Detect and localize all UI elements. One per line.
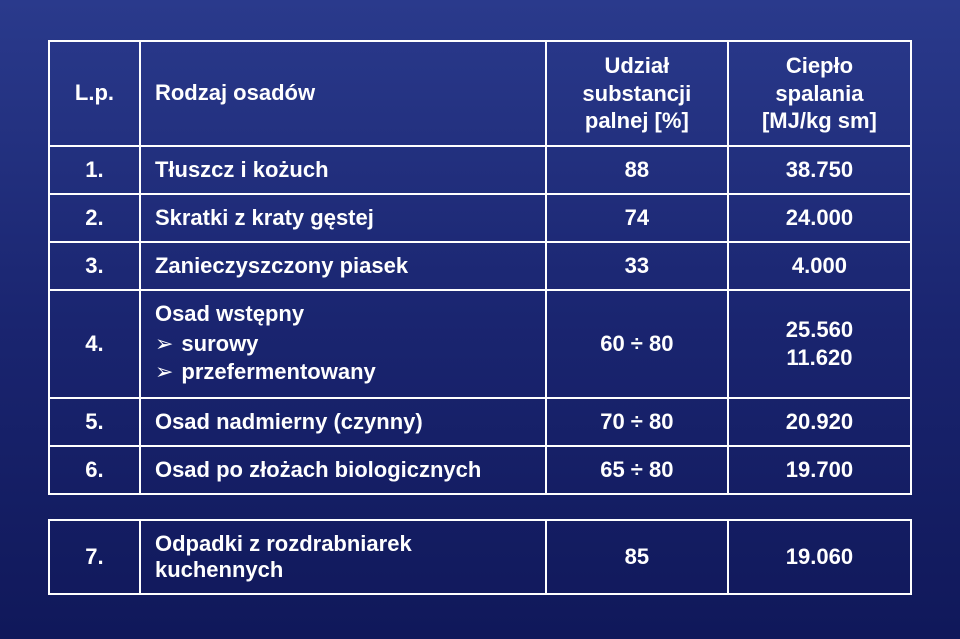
table-row: 7. Odpadki z rozdrabniarek kuchennych 85… <box>49 520 911 594</box>
slide-content: L.p. Rodzaj osadów Udział substancji pal… <box>0 0 960 595</box>
cell-cieplo: 4.000 <box>728 242 911 290</box>
cell-cieplo-2: 11.620 <box>786 345 852 370</box>
cell-cieplo: 20.920 <box>728 398 911 446</box>
cell-rodzaj: Tłuszcz i kożuch <box>140 146 546 194</box>
cell-udzial: 88 <box>546 146 728 194</box>
cell-rodzaj-main: Osad wstępny <box>155 301 304 326</box>
sublist-item: przefermentowany <box>155 359 531 385</box>
cell-lp: 5. <box>49 398 140 446</box>
col-header-udzial: Udział substancji palnej [%] <box>546 41 728 146</box>
table-row: 5. Osad nadmierny (czynny) 70 ÷ 80 20.92… <box>49 398 911 446</box>
cell-udzial: 70 ÷ 80 <box>546 398 728 446</box>
cell-lp: 7. <box>49 520 140 594</box>
cell-cieplo: 19.060 <box>728 520 911 594</box>
cell-udzial: 33 <box>546 242 728 290</box>
cell-rodzaj: Odpadki z rozdrabniarek kuchennych <box>140 520 546 594</box>
cell-udzial: 60 ÷ 80 <box>546 290 728 398</box>
table-header-row: L.p. Rodzaj osadów Udział substancji pal… <box>49 41 911 146</box>
table-row: 2. Skratki z kraty gęstej 74 24.000 <box>49 194 911 242</box>
col-header-lp: L.p. <box>49 41 140 146</box>
cell-lp: 2. <box>49 194 140 242</box>
cell-rodzaj: Skratki z kraty gęstej <box>140 194 546 242</box>
table-row: 6. Osad po złożach biologicznych 65 ÷ 80… <box>49 446 911 494</box>
data-table: L.p. Rodzaj osadów Udział substancji pal… <box>48 40 912 595</box>
cell-rodzaj: Osad po złożach biologicznych <box>140 446 546 494</box>
table-row: 1. Tłuszcz i kożuch 88 38.750 <box>49 146 911 194</box>
cell-lp: 1. <box>49 146 140 194</box>
sublist-item: surowy <box>155 331 531 357</box>
cell-cieplo: 24.000 <box>728 194 911 242</box>
cell-lp: 4. <box>49 290 140 398</box>
spacer-cell <box>49 494 911 520</box>
cell-cieplo: 25.560 11.620 <box>728 290 911 398</box>
cell-cieplo-1: 25.560 <box>786 317 853 342</box>
cell-rodzaj: Osad wstępny surowy przefermentowany <box>140 290 546 398</box>
cell-sublist: surowy przefermentowany <box>155 331 531 385</box>
col-header-rodzaj: Rodzaj osadów <box>140 41 546 146</box>
cell-cieplo: 19.700 <box>728 446 911 494</box>
table-row: 3. Zanieczyszczony piasek 33 4.000 <box>49 242 911 290</box>
cell-udzial: 65 ÷ 80 <box>546 446 728 494</box>
cell-cieplo: 38.750 <box>728 146 911 194</box>
cell-rodzaj: Zanieczyszczony piasek <box>140 242 546 290</box>
cell-udzial: 74 <box>546 194 728 242</box>
col-header-cieplo: Ciepło spalania [MJ/kg sm] <box>728 41 911 146</box>
cell-udzial: 85 <box>546 520 728 594</box>
cell-lp: 3. <box>49 242 140 290</box>
spacer-row <box>49 494 911 520</box>
cell-rodzaj: Osad nadmierny (czynny) <box>140 398 546 446</box>
table-row: 4. Osad wstępny surowy przefermentowany … <box>49 290 911 398</box>
cell-lp: 6. <box>49 446 140 494</box>
